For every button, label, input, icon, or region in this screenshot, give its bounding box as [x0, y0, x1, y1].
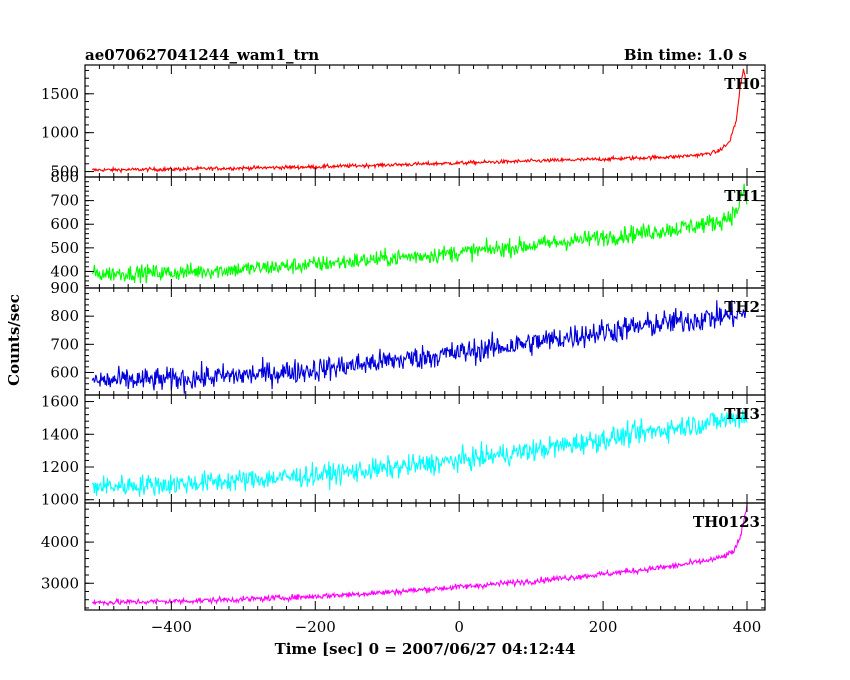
- y-tick-label: 1200: [41, 458, 79, 476]
- bin-time-label: Bin time: 1.0 s: [623, 46, 747, 64]
- plot-title: ae070627041244_wam1_trn: [85, 46, 320, 64]
- y-tick-label: 500: [50, 239, 79, 257]
- x-tick-label: 400: [733, 618, 762, 636]
- x-tick-label: 200: [589, 618, 618, 636]
- y-tick-label: 1500: [41, 85, 79, 103]
- series-line-th2: [91, 300, 748, 394]
- panel-label-th0: TH0: [724, 75, 760, 93]
- panel-label-th0123: TH0123: [693, 513, 760, 531]
- y-tick-label: 1400: [41, 425, 79, 443]
- panel-frame-th0: [84, 64, 766, 178]
- x-tick-label: −200: [295, 618, 336, 636]
- y-tick-label: 800: [50, 307, 79, 325]
- x-tick-label: −400: [151, 618, 192, 636]
- y-tick-label: 3000: [41, 574, 79, 592]
- series-line-th3: [91, 410, 748, 497]
- panel-label-th2: TH2: [724, 298, 760, 316]
- y-tick-label: 600: [50, 215, 79, 233]
- y-tick-label: 700: [50, 335, 79, 353]
- y-tick-label: 700: [50, 192, 79, 210]
- series-line-th1: [91, 183, 748, 284]
- y-tick-label: 400: [50, 262, 79, 280]
- x-tick-label: 0: [454, 618, 464, 636]
- y-tick-label: 1600: [41, 393, 79, 411]
- y-tick-label: 500: [50, 163, 79, 181]
- panel-label-th1: TH1: [724, 187, 760, 205]
- y-tick-label: 4000: [41, 533, 79, 551]
- panel-frame-th2: [84, 287, 766, 396]
- panel-frame-th0123: [84, 502, 766, 611]
- y-tick-label: 1000: [41, 124, 79, 142]
- y-axis-label: Counts/sec: [5, 294, 23, 386]
- y-tick-label: 1000: [41, 491, 79, 509]
- y-tick-label: 900: [50, 279, 79, 297]
- x-axis-label: Time [sec] 0 = 2007/06/27 04:12:44: [274, 640, 576, 658]
- y-tick-label: 600: [50, 363, 79, 381]
- panel-label-th3: TH3: [724, 405, 760, 423]
- series-line-th0123: [91, 504, 748, 607]
- series-line-th0: [91, 68, 748, 174]
- y-tick-label: 800: [50, 168, 79, 186]
